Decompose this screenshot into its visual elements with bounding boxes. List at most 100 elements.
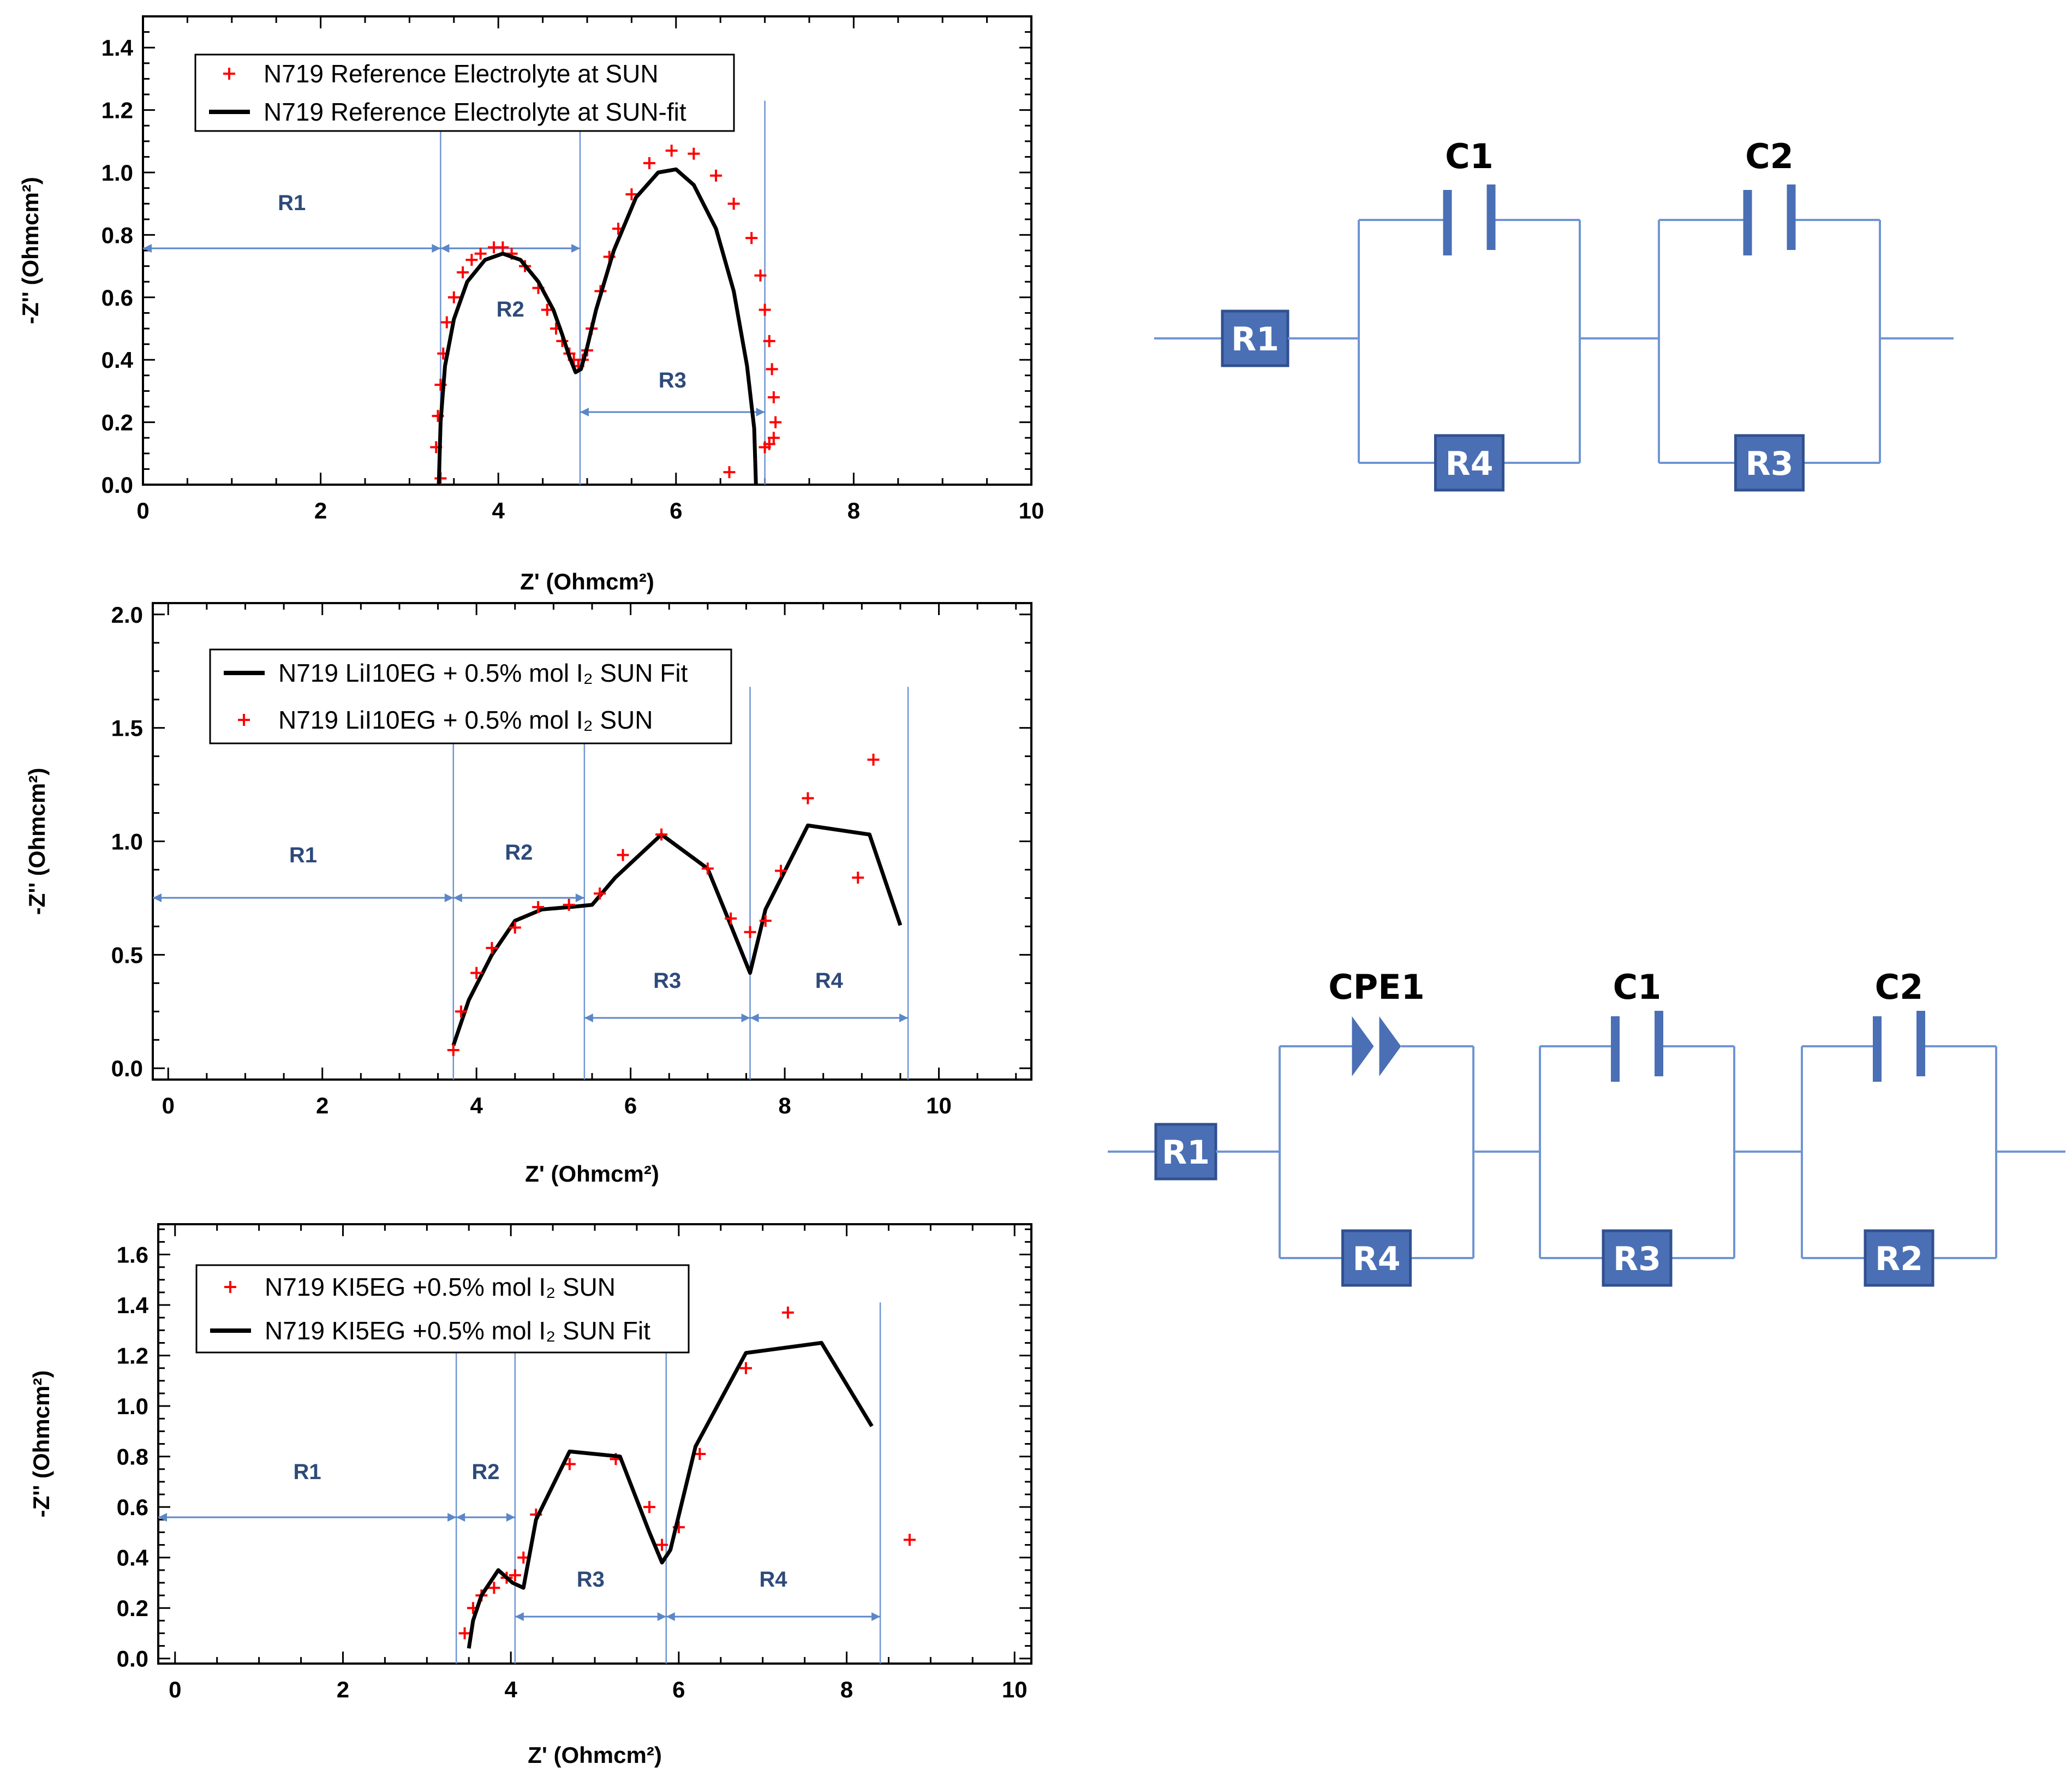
y-tick-label: 1.0: [117, 1393, 148, 1419]
data-point: [643, 157, 655, 169]
region-arrow-head-left: [440, 244, 450, 253]
capacitor-plate-right: [1655, 1011, 1663, 1076]
resistor-body: [1341, 1229, 1412, 1287]
nyquist-plot-ki5eg: 0 2 4 6 8 10 0.0 0.2 0.4 0.6 0.8 1.0 1.2 1.4 1.6 Z' (Oh…: [28, 1223, 1032, 1768]
region-arrow-head-left: [453, 893, 462, 902]
legend-label: N719 Reference Electrolyte at SUN-fit: [264, 98, 686, 126]
region-label: R2: [505, 841, 533, 865]
data-point: [867, 753, 880, 766]
capacitor-plate-right: [1486, 184, 1496, 250]
data-point: [759, 915, 772, 927]
series-fit-line: [437, 167, 758, 485]
legend-label: N719 LiI10EG + 0.5% mol I₂ SUN Fit: [278, 659, 688, 687]
capacitor-label: CPE1: [1328, 967, 1424, 1007]
legend-label: N719 KI5EG +0.5% mol I₂ SUN Fit: [265, 1316, 650, 1345]
region-arrow-head-right: [432, 244, 441, 253]
data-point: [665, 144, 678, 157]
region-label: R4: [759, 1568, 787, 1592]
y-axis-label: -Z'' (Ohmcm²): [24, 768, 50, 915]
data-point: [781, 1306, 794, 1319]
region-arrow-head-left: [143, 244, 152, 253]
y-tick-label: 1.4: [101, 35, 134, 61]
fit-curve: [451, 823, 903, 1046]
y-tick-label: 0.6: [117, 1494, 148, 1520]
region-arrow-r3: [580, 408, 765, 416]
y-tick-label: 0.8: [101, 222, 133, 248]
data-point: [486, 941, 498, 954]
y-tick-label: 1.4: [117, 1292, 149, 1318]
resistor-body: [1154, 1123, 1217, 1181]
data-point: [745, 232, 758, 245]
y-tick-label: 1.2: [117, 1343, 148, 1369]
data-point: [725, 912, 737, 925]
data-point: [767, 391, 780, 403]
region-arrow-head-left: [584, 1014, 593, 1022]
y-tick-label: 1.0: [101, 160, 133, 186]
capacitor-label: C1: [1445, 136, 1494, 176]
data-point: [739, 1362, 752, 1374]
x-axis-label: Z' (Ohmcm²): [528, 1742, 662, 1768]
region-arrow-head-right: [756, 408, 765, 416]
x-ticks: [142, 16, 1032, 485]
y-tick-label: 0.8: [117, 1444, 148, 1470]
x-axis-label: Z' (Ohmcm²): [520, 569, 654, 594]
x-tick-label: 8: [778, 1093, 791, 1118]
resistor-label: R3: [1746, 445, 1794, 483]
x-tick-label: 2: [316, 1093, 329, 1118]
series-data-markers: [430, 144, 782, 485]
data-point: [903, 1534, 916, 1546]
x-tick-label: 6: [670, 498, 682, 523]
region-label: R3: [659, 368, 686, 392]
resistor-parallel: R3: [1734, 434, 1805, 492]
data-point: [509, 921, 521, 934]
region-arrow-head-right: [871, 1612, 881, 1621]
region-arrow-r1: [153, 893, 453, 902]
region-arrow-head-left: [153, 893, 162, 902]
resistor-label: R1: [1231, 320, 1279, 359]
y-tick-label: 1.0: [111, 829, 143, 855]
data-point: [470, 967, 483, 979]
y-axis-label: -Z'' (Ohmcm²): [17, 177, 43, 324]
region-arrow-r1: [143, 244, 441, 253]
x-tick-label: 10: [926, 1093, 952, 1118]
region-arrow-head-right: [506, 1513, 515, 1522]
cpe-element-left: [1352, 1016, 1374, 1076]
data-point: [455, 1005, 467, 1018]
series-data-markers: [447, 753, 880, 1056]
data-point: [759, 441, 771, 454]
region-label: R1: [294, 1460, 321, 1484]
region-arrow-head-right: [571, 244, 580, 253]
x-tick-label: 4: [470, 1093, 483, 1118]
legend-box: [194, 53, 735, 132]
cpe-element-right: [1379, 1016, 1401, 1076]
data-point: [769, 416, 782, 428]
fit-curve: [437, 167, 758, 485]
data-point: [744, 926, 756, 938]
data-point: [688, 147, 700, 160]
nyquist-plot-lii10eg: 0 2 4 6 8 10 0.0 0.5 1.0 1.5 2.0 Z' (Ohmcm²) -Z'' (O…: [24, 602, 1032, 1187]
legend-marker-swatch: [223, 68, 235, 80]
resistor-label: R4: [1353, 1240, 1401, 1278]
x-ticks: [174, 1224, 1016, 1664]
x-tick-label: 8: [847, 498, 860, 523]
data-point: [763, 335, 775, 347]
region-arrow-r3: [515, 1612, 666, 1621]
legend-box: [195, 1264, 690, 1354]
data-point: [656, 1539, 668, 1551]
data-point: [754, 269, 767, 282]
region-label: R4: [815, 969, 844, 993]
data-point: [447, 291, 460, 303]
capacitor-plate-left: [1743, 190, 1752, 255]
region-label: R1: [289, 843, 317, 867]
data-point: [594, 887, 606, 900]
data-point: [766, 363, 778, 376]
data-point: [457, 266, 469, 279]
legend-label: N719 KI5EG +0.5% mol I₂ SUN: [265, 1273, 616, 1301]
data-point: [447, 1044, 459, 1056]
region-arrow-head-left: [158, 1513, 167, 1522]
x-tick-label: 2: [314, 498, 327, 523]
x-tick-label: 0: [136, 498, 149, 523]
x-tick-label: 6: [624, 1093, 637, 1118]
region-arrow-r3: [584, 1014, 750, 1022]
